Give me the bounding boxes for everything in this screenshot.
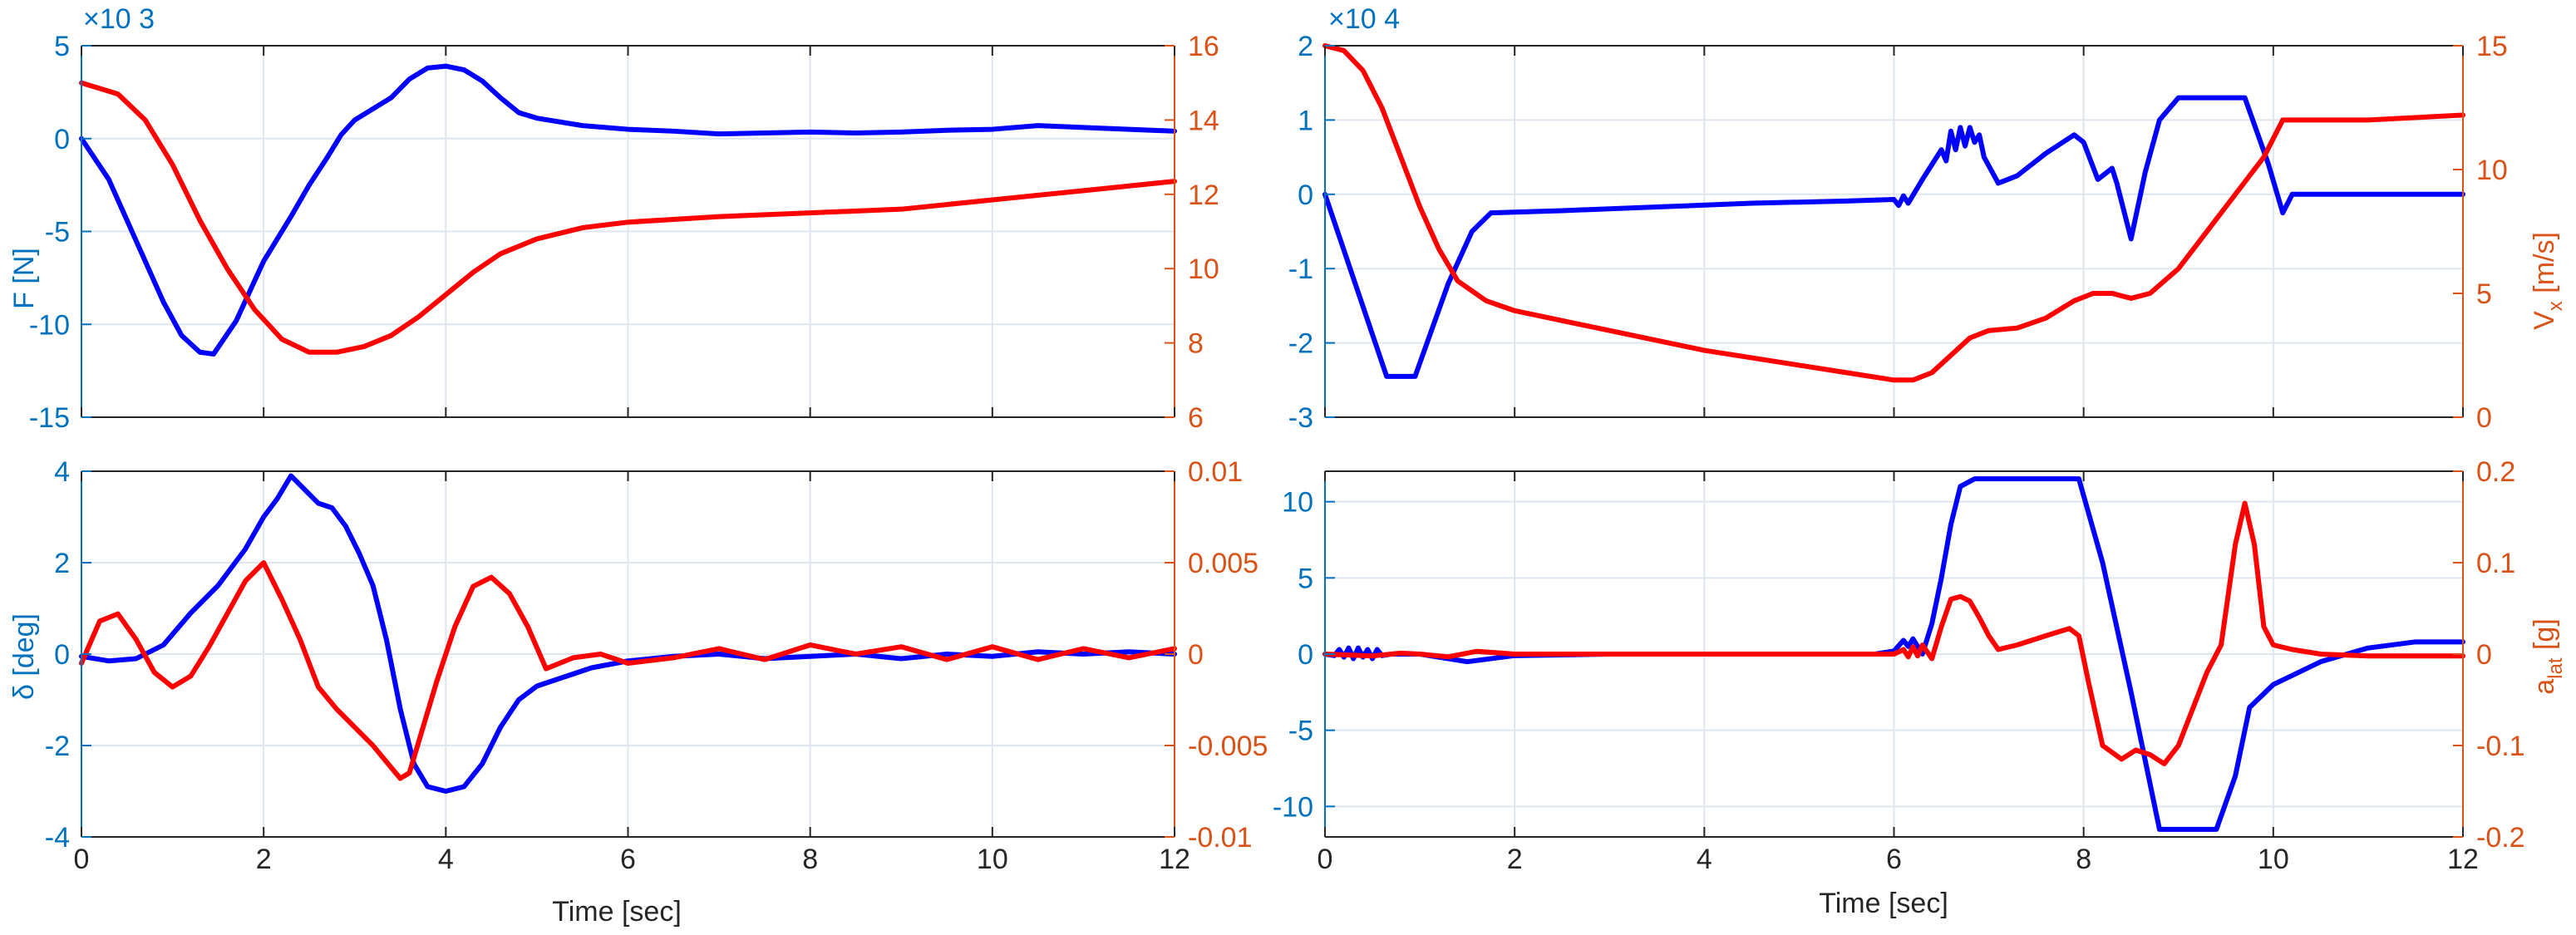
series-line-left (79, 473, 1177, 794)
right-y-tick-label: 0 (2476, 639, 2492, 671)
right-y-tick-label: 10 (2476, 155, 2508, 186)
left-y-tick-label: 0 (1298, 180, 1313, 211)
left-axis-label: δ [deg] (8, 613, 40, 700)
left-y-tick-label: 0 (1298, 639, 1313, 671)
x-tick-label: 4 (438, 844, 454, 875)
left-y-tick-label: -5 (1288, 716, 1313, 747)
x-tick-label: 12 (1159, 844, 1190, 875)
left-axis-exponent: ×10 3 (83, 3, 155, 35)
x-tick-label: 2 (1507, 844, 1523, 875)
panel-top-left: -15 -10 -5 0 5 6 8 10 12 14 16 ×10 3 F [N] (8, 3, 1219, 434)
right-y-tick-label: 0 (2476, 402, 2492, 434)
right-y-tick-label: 0.1 (2476, 548, 2515, 579)
left-y-tick-label: -2 (45, 731, 70, 762)
left-y-tick-label: -2 (1288, 328, 1313, 360)
x-tick-label: 8 (802, 844, 818, 875)
left-y-tick-label: -15 (29, 402, 70, 434)
left-y-tick-label: -4 (45, 822, 70, 854)
x-tick-label: 0 (1318, 844, 1333, 875)
left-y-tick-label: 2 (1298, 31, 1313, 62)
x-tick-label: 8 (2076, 844, 2091, 875)
left-y-tick-label: 0 (54, 124, 70, 155)
panel-bottom-right: 0 2 4 6 8 10 12 -10 -5 0 5 10 -0.2 -0.1 0 0.1 0.2 alat [… (1273, 456, 2567, 919)
right-y-tick-label: 10 (1188, 253, 1219, 285)
left-y-tick-label: 1 (1298, 105, 1313, 136)
right-y-tick-label: 8 (1188, 328, 1204, 360)
right-y-tick-label: -0.2 (2476, 822, 2525, 854)
series-line-left (1322, 95, 2465, 379)
right-y-tick-label: 6 (1188, 402, 1204, 434)
right-y-tick-label: 0.01 (1188, 456, 1243, 488)
right-axis-label-main: a (2529, 679, 2560, 695)
x-axis-label: Time [sec] (1819, 888, 1948, 919)
series-line-right (79, 80, 1177, 355)
right-y-tick-label: -0.01 (1188, 822, 1253, 854)
right-axis-label-sub: lat (2544, 657, 2567, 679)
right-axis-label-sub: x (2544, 301, 2567, 311)
left-y-tick-label: -1 (1288, 253, 1313, 285)
right-axis-label: Vx [m/s] (2529, 232, 2567, 330)
left-y-tick-label: 10 (1282, 487, 1313, 519)
left-axis-exponent: ×10 4 (1328, 3, 1400, 35)
right-y-tick-label: 0.005 (1188, 548, 1258, 579)
right-y-tick-label: 15 (2476, 31, 2508, 62)
panel-top-right: -3 -2 -1 0 1 2 0 5 10 15 ×10 4 Vx [m/s] (1288, 3, 2567, 434)
series-line-right (1322, 43, 2465, 383)
x-tick-label: 6 (620, 844, 636, 875)
x-axis-label: Time [sec] (552, 896, 682, 928)
left-y-tick-label: 5 (54, 31, 70, 62)
right-y-tick-label: 14 (1188, 105, 1219, 136)
left-axis-label: F [N] (8, 248, 40, 309)
right-y-tick-label: -0.005 (1188, 731, 1268, 762)
right-y-tick-label: 0 (1188, 639, 1204, 671)
left-y-tick-label: -10 (29, 309, 70, 341)
right-y-tick-label: 0.2 (2476, 456, 2515, 488)
left-y-tick-label: 2 (54, 548, 70, 579)
series-line-right (1322, 500, 2465, 766)
left-y-tick-label: -10 (1273, 791, 1313, 823)
left-y-tick-label: 0 (54, 639, 70, 671)
right-axis-label: alat [g] (2529, 618, 2567, 695)
right-y-tick-label: 5 (2476, 278, 2492, 310)
right-axis-label-unit: [g] (2529, 618, 2560, 657)
x-tick-label: 6 (1886, 844, 1902, 875)
x-tick-label: 10 (977, 844, 1008, 875)
x-tick-label: 2 (256, 844, 272, 875)
x-tick-label: 10 (2258, 844, 2289, 875)
x-tick-label: 4 (1697, 844, 1712, 875)
left-y-tick-label: -3 (1288, 402, 1313, 434)
series-line-left (79, 63, 1177, 357)
right-y-tick-label: 12 (1188, 180, 1219, 211)
x-tick-label: 12 (2447, 844, 2479, 875)
series-line-right (79, 560, 1177, 781)
right-y-tick-label: -0.1 (2476, 731, 2525, 762)
right-y-tick-label: 16 (1188, 31, 1219, 62)
panel-bottom-left: 0 2 4 6 8 10 12 -4 -2 0 2 4 -0.01 -0.005 0 0.005 0.01 δ … (8, 456, 1268, 928)
x-tick-label: 0 (74, 844, 90, 875)
left-y-tick-label: -5 (45, 217, 70, 249)
left-y-tick-label: 5 (1298, 563, 1313, 594)
right-axis-label-unit: [m/s] (2529, 232, 2560, 301)
right-axis-label-main: V (2529, 311, 2560, 330)
left-y-tick-label: 4 (54, 456, 70, 488)
